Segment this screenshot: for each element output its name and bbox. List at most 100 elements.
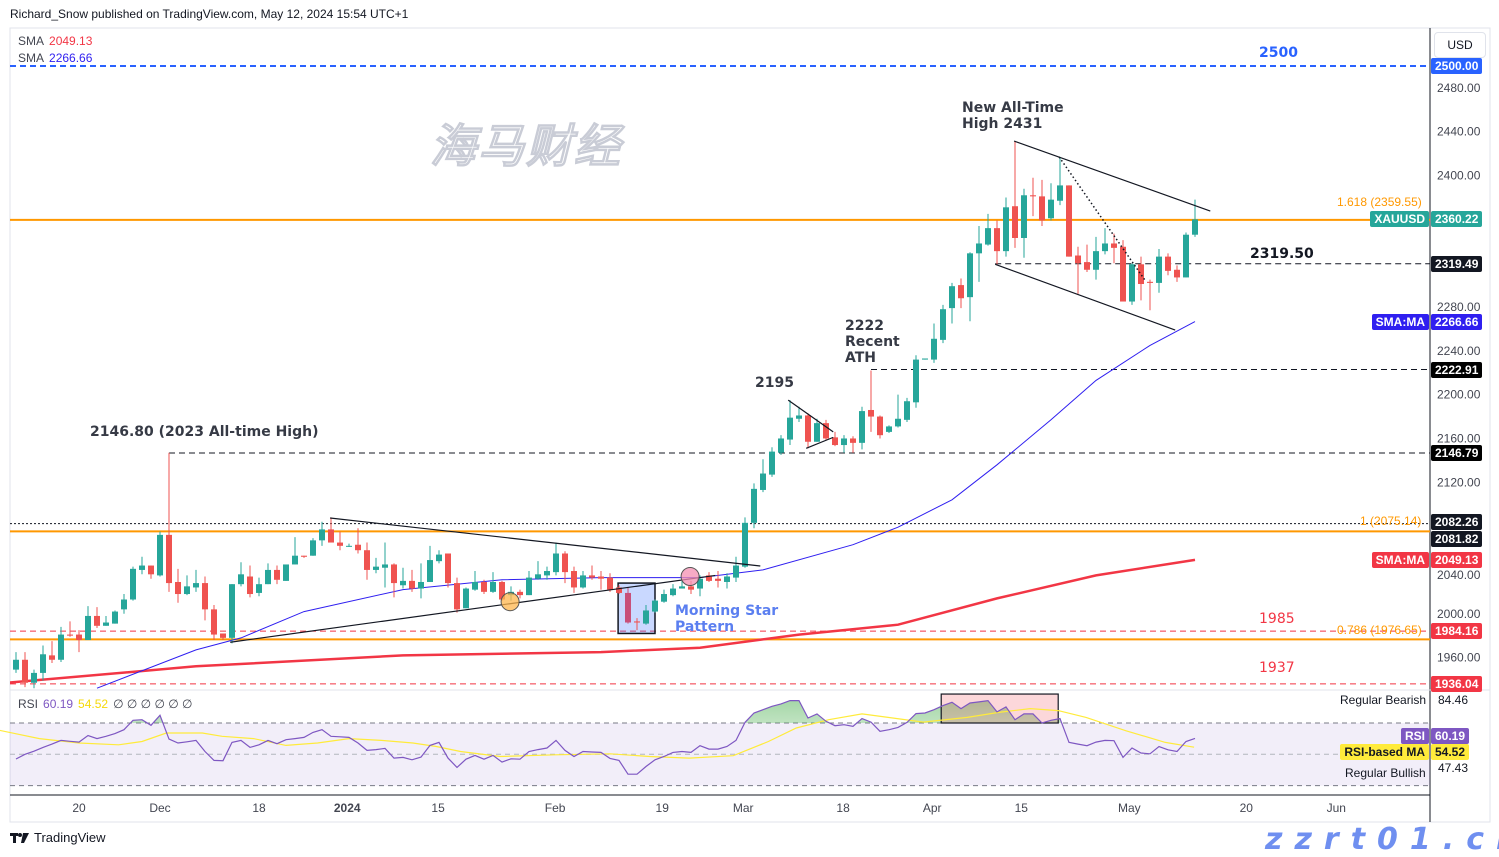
candle <box>535 561 541 580</box>
candle <box>427 545 433 582</box>
legend-sma-fast[interactable]: SMA 2266.66 <box>18 51 92 65</box>
candle-body <box>958 285 964 299</box>
candle-body <box>1120 246 1126 302</box>
candle <box>1156 248 1162 293</box>
trendline <box>805 436 834 449</box>
candle <box>166 452 172 592</box>
candle-body <box>535 574 541 579</box>
fib-label-0786: 0.786 (1976.65) <box>1337 623 1422 637</box>
candle-body <box>643 610 649 624</box>
candle-body <box>1003 207 1009 252</box>
legend-sma-slow[interactable]: SMA 2049.13 <box>18 34 92 48</box>
candle-body <box>1084 262 1090 270</box>
main-pane[interactable] <box>7 65 1430 689</box>
candle <box>202 576 208 621</box>
candle <box>211 604 217 641</box>
candle <box>985 213 991 246</box>
candle-body <box>373 566 379 570</box>
footer-brand-text: TradingView <box>34 830 106 845</box>
candle <box>1084 244 1090 272</box>
rsi-pane[interactable] <box>0 693 1430 787</box>
fib-label-1: 1 (2075.14) <box>1360 514 1422 528</box>
candle <box>751 483 757 529</box>
candle <box>607 573 613 592</box>
candle-body <box>805 415 811 442</box>
candle <box>913 355 919 408</box>
candle-body <box>1165 256 1171 271</box>
candle <box>949 282 955 324</box>
level-label-2500: 2500 <box>1259 45 1298 61</box>
candle <box>94 607 100 628</box>
candle <box>328 517 334 543</box>
candle <box>724 573 730 589</box>
candle-body <box>949 286 955 309</box>
candle <box>463 587 469 609</box>
candle <box>760 459 766 493</box>
trendline <box>230 574 716 643</box>
candle-body <box>841 438 847 446</box>
candle-body <box>1075 255 1081 264</box>
candle <box>778 435 784 455</box>
candle <box>1138 256 1144 301</box>
candle <box>859 406 865 450</box>
candle-body <box>544 571 550 576</box>
rsi-series-label-tag: RSI-based MA <box>1340 743 1429 760</box>
tradingview-logo-icon <box>10 832 29 843</box>
candle <box>490 572 496 593</box>
candle-body <box>985 228 991 245</box>
candle <box>652 599 658 613</box>
price-tick-label: 2200.00 <box>1437 388 1481 402</box>
regular-bullish-label: Regular Bullish <box>1345 766 1426 780</box>
candle <box>103 615 109 626</box>
candle-body <box>22 659 28 683</box>
candle-body <box>256 584 262 593</box>
candle-body <box>184 586 190 595</box>
footer-brand[interactable]: TradingView <box>10 830 106 845</box>
candle <box>1021 188 1027 258</box>
legend-sma-value: 2049.13 <box>49 34 93 48</box>
candle-body <box>76 634 82 641</box>
candle <box>364 542 370 580</box>
candle <box>1012 141 1018 248</box>
candle-body <box>823 423 829 439</box>
candle-body <box>229 584 235 638</box>
candle <box>1048 183 1054 221</box>
candle-body <box>31 672 37 683</box>
time-tick-label: May <box>1118 801 1141 815</box>
candle <box>247 565 253 598</box>
candle-body <box>319 529 325 541</box>
candle <box>994 220 1000 265</box>
legend-rsi[interactable]: RSI 60.19 54.52 ∅ ∅ ∅ ∅ ∅ ∅ <box>18 697 192 711</box>
candle-body <box>760 473 766 490</box>
candle <box>112 610 118 624</box>
series-label-tag: SMA:MA <box>1371 551 1429 568</box>
candle <box>292 537 298 565</box>
candle-body <box>922 358 928 360</box>
candle-body <box>850 438 856 443</box>
pattern-marker <box>680 567 700 587</box>
candle-body <box>904 401 910 420</box>
candle <box>184 575 190 596</box>
candle-body <box>688 586 694 590</box>
candle-body <box>1111 243 1117 248</box>
candle-body <box>1066 185 1072 257</box>
price-tag: 2082.26 <box>1431 514 1483 531</box>
candle-body <box>976 243 982 254</box>
candle-body <box>1147 281 1153 283</box>
candle <box>1183 232 1189 278</box>
candle <box>931 323 937 363</box>
currency-button[interactable]: USD <box>1434 32 1486 58</box>
candle-body <box>445 553 451 584</box>
candle <box>175 568 181 603</box>
candle <box>40 645 46 681</box>
candle-body <box>1102 243 1108 252</box>
legend-rsi-value: 60.19 <box>43 697 74 711</box>
candle-body <box>427 560 433 582</box>
candle <box>220 633 226 641</box>
price-tick-label: 2440.00 <box>1437 125 1481 139</box>
candle-body <box>1156 256 1162 283</box>
candle-body <box>211 609 217 635</box>
candle-body <box>796 415 802 419</box>
rsi-axis-value: 47.43 <box>1438 761 1469 776</box>
